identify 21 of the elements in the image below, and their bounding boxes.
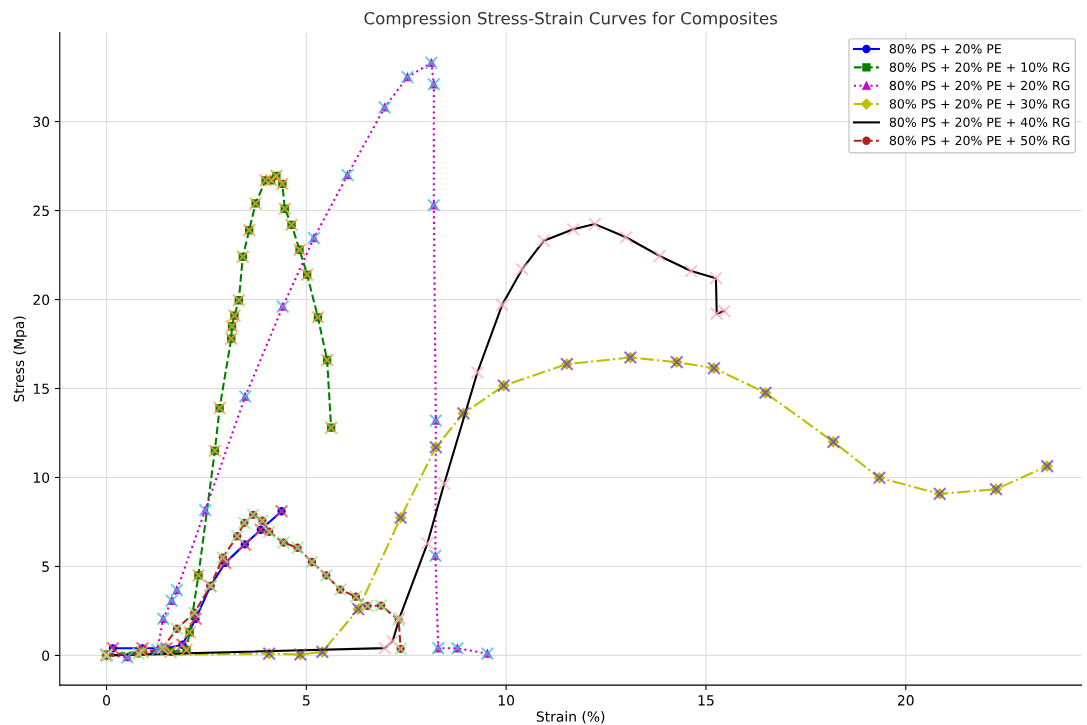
x-tick-label: 15 — [698, 695, 714, 706]
x-tick-label: 0 — [103, 695, 111, 706]
x-tick-label: 10 — [498, 695, 515, 706]
legend-label: 80% PS + 20% PE — [889, 44, 1001, 54]
legend-label: 80% PS + 20% PE + 10% RG — [889, 62, 1070, 72]
y-tick-label: 20 — [33, 294, 50, 306]
y-axis-title: Stress (Mpa) — [13, 316, 27, 402]
legend-label: 80% PS + 20% PE + 40% RG — [889, 117, 1070, 127]
x-tick-label: 20 — [897, 695, 914, 706]
legend-label: 80% PS + 20% PE + 20% RG — [889, 80, 1070, 91]
chart-title: Compression Stress-Strain Curves for Composites — [364, 11, 778, 28]
y-tick-label: 10 — [33, 472, 50, 483]
y-tick-label: 30 — [33, 116, 50, 128]
x-tick-label: 5 — [302, 695, 310, 706]
y-tick-label: 25 — [33, 205, 49, 217]
y-tick-label: 0 — [42, 650, 50, 661]
x-axis-title: Strain (%) — [536, 711, 605, 724]
legend-label: 80% PS + 20% PE + 30% RG — [889, 99, 1070, 109]
legend-label: 80% PS + 20% PE + 50% RG — [889, 135, 1070, 146]
y-tick-label: 15 — [33, 383, 49, 394]
y-tick-label: 5 — [42, 561, 49, 572]
